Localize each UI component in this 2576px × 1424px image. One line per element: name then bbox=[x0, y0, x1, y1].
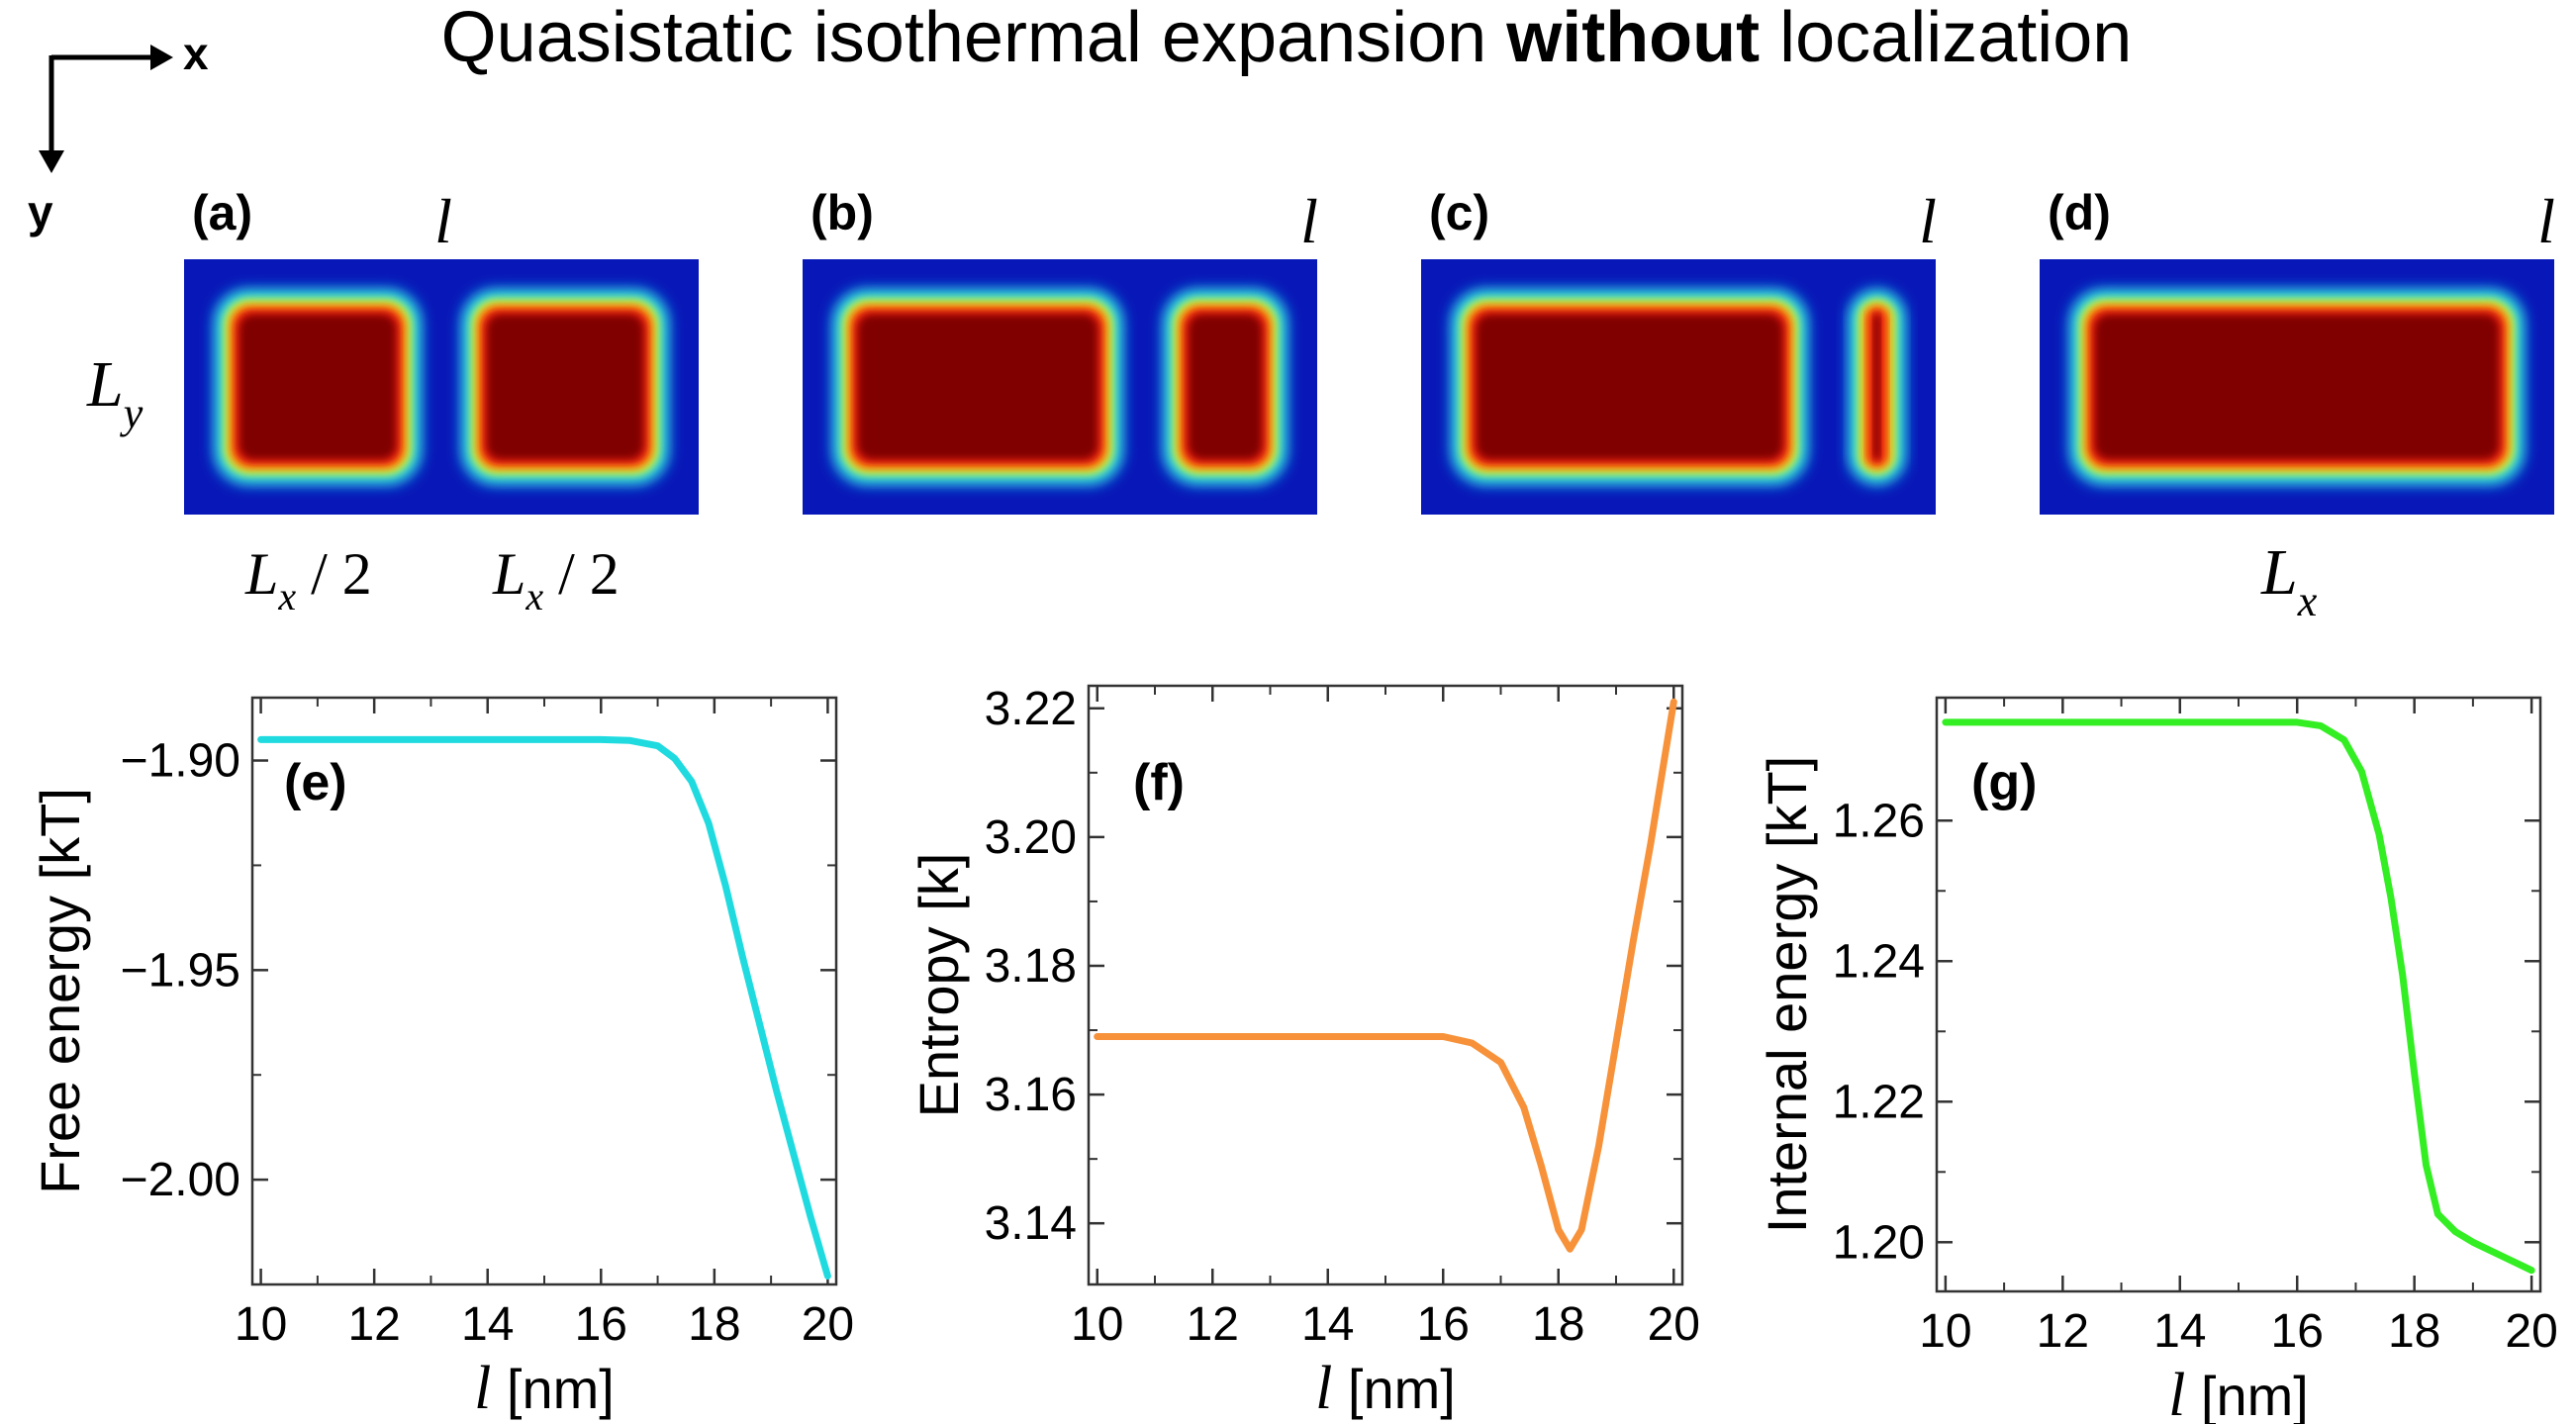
density-panel: (a) l bbox=[184, 185, 699, 515]
x-tick-label: 10 bbox=[235, 1298, 287, 1351]
series-line bbox=[1942, 718, 2535, 1275]
y-tick-label: 1.24 bbox=[1833, 935, 1925, 988]
density-panel: (d) l bbox=[2040, 185, 2555, 515]
x-tick-label: 12 bbox=[1187, 1298, 1239, 1351]
lx-label: Lx bbox=[2260, 536, 2318, 625]
x-tick-label: 12 bbox=[2037, 1305, 2089, 1358]
x-tick-label: 14 bbox=[2153, 1305, 2206, 1358]
y-axis-label: Entropy [k] bbox=[907, 853, 970, 1118]
x-tick-label: 18 bbox=[1532, 1298, 1584, 1351]
x-tick-label: 10 bbox=[1919, 1305, 1971, 1358]
chart: 10 12 14 16 18 20 −1.90 −1.95 −2.00 (e) l [nm] Free… bbox=[29, 696, 854, 1422]
y-tick-label: 3.14 bbox=[985, 1197, 1077, 1250]
x-tick-label: 16 bbox=[2271, 1305, 2324, 1358]
y-tick-label: 3.16 bbox=[985, 1069, 1077, 1121]
density-blob bbox=[858, 315, 1097, 459]
x-tick-label: 16 bbox=[575, 1298, 627, 1351]
ly-label: Ly bbox=[86, 348, 143, 437]
y-tick-label: −1.95 bbox=[121, 944, 240, 997]
panel-label: (d) bbox=[2048, 185, 2111, 240]
x-tick-label: 10 bbox=[1071, 1298, 1123, 1351]
density-blob bbox=[2095, 315, 2499, 459]
x-tick-label: 16 bbox=[1417, 1298, 1470, 1351]
axis-indicator: x y bbox=[28, 28, 209, 237]
density-blob bbox=[1189, 315, 1262, 459]
title-main: Quasistatic isothermal expansion bbox=[441, 0, 1507, 77]
x-axis-label: l [nm] bbox=[2168, 1362, 2309, 1424]
x-axis-label: l [nm] bbox=[474, 1355, 615, 1422]
lx-half-label-right: Lx / 2 bbox=[492, 541, 620, 618]
x-axis-label: l [nm] bbox=[1315, 1355, 1456, 1422]
y-tick-label: 3.20 bbox=[985, 811, 1077, 864]
y-tick-label: 1.26 bbox=[1833, 795, 1925, 847]
x-tick-label: 14 bbox=[1301, 1298, 1354, 1351]
series-line bbox=[257, 735, 831, 1280]
density-blob bbox=[487, 315, 643, 459]
y-tick-label: −2.00 bbox=[121, 1154, 240, 1206]
lx-half-label-left: Lx / 2 bbox=[244, 541, 372, 618]
x-axis-indicator-label: x bbox=[183, 28, 209, 79]
x-tick-label: 20 bbox=[2505, 1305, 2557, 1358]
y-axis-label: Internal energy [kT] bbox=[1756, 756, 1818, 1233]
panel-label: (b) bbox=[811, 185, 874, 240]
gap-label: l bbox=[2537, 186, 2555, 256]
chart-panel-label: (f) bbox=[1133, 754, 1185, 811]
chart: 10 12 14 16 18 20 1.20 1.22 1.24 1.26 (g) l [nm] Int… bbox=[1756, 696, 2558, 1424]
y-axis-indicator-label: y bbox=[28, 186, 53, 237]
y-tick-label: 1.22 bbox=[1833, 1076, 1925, 1128]
panel-label: (c) bbox=[1429, 185, 1489, 240]
density-blob bbox=[1873, 315, 1880, 459]
gap-label: l bbox=[1300, 186, 1318, 256]
y-tick-label: −1.90 bbox=[121, 735, 240, 788]
x-tick-label: 12 bbox=[347, 1298, 400, 1351]
series-line bbox=[1094, 698, 1677, 1253]
x-tick-label: 18 bbox=[2388, 1305, 2440, 1358]
title-bold: without bbox=[1505, 0, 1760, 77]
title-rest: localization bbox=[1760, 0, 2132, 77]
density-blob bbox=[239, 315, 396, 459]
x-tick-label: 20 bbox=[802, 1298, 854, 1351]
x-tick-label: 20 bbox=[1648, 1298, 1700, 1351]
y-tick-label: 1.20 bbox=[1833, 1216, 1925, 1269]
y-axis-label: Free energy [kT] bbox=[29, 788, 91, 1194]
gap-label: l bbox=[434, 186, 452, 256]
density-panel: (c) l bbox=[1421, 185, 1937, 515]
charts: 10 12 14 16 18 20 −1.90 −1.95 −2.00 (e) l [nm] Free… bbox=[29, 683, 2558, 1424]
density-panels: (a) l (b) l (c) l (d) l bbox=[184, 185, 2555, 515]
y-tick-label: 3.22 bbox=[985, 683, 1077, 735]
y-tick-label: 3.18 bbox=[985, 940, 1077, 993]
density-panel: (b) l bbox=[803, 185, 1318, 515]
density-blob bbox=[1477, 315, 1783, 459]
chart: 10 12 14 16 18 20 3.14 3.16 3.18 3.20 3.22 (f) l [nm… bbox=[907, 683, 1700, 1422]
x-tick-label: 18 bbox=[688, 1298, 740, 1351]
chart-panel-label: (g) bbox=[1971, 754, 2037, 811]
figure-title: Quasistatic isothermal expansion without… bbox=[441, 0, 2133, 77]
x-tick-label: 14 bbox=[461, 1298, 514, 1351]
panel-label: (a) bbox=[192, 185, 252, 240]
gap-label: l bbox=[1919, 186, 1937, 256]
chart-panel-label: (e) bbox=[284, 754, 347, 811]
